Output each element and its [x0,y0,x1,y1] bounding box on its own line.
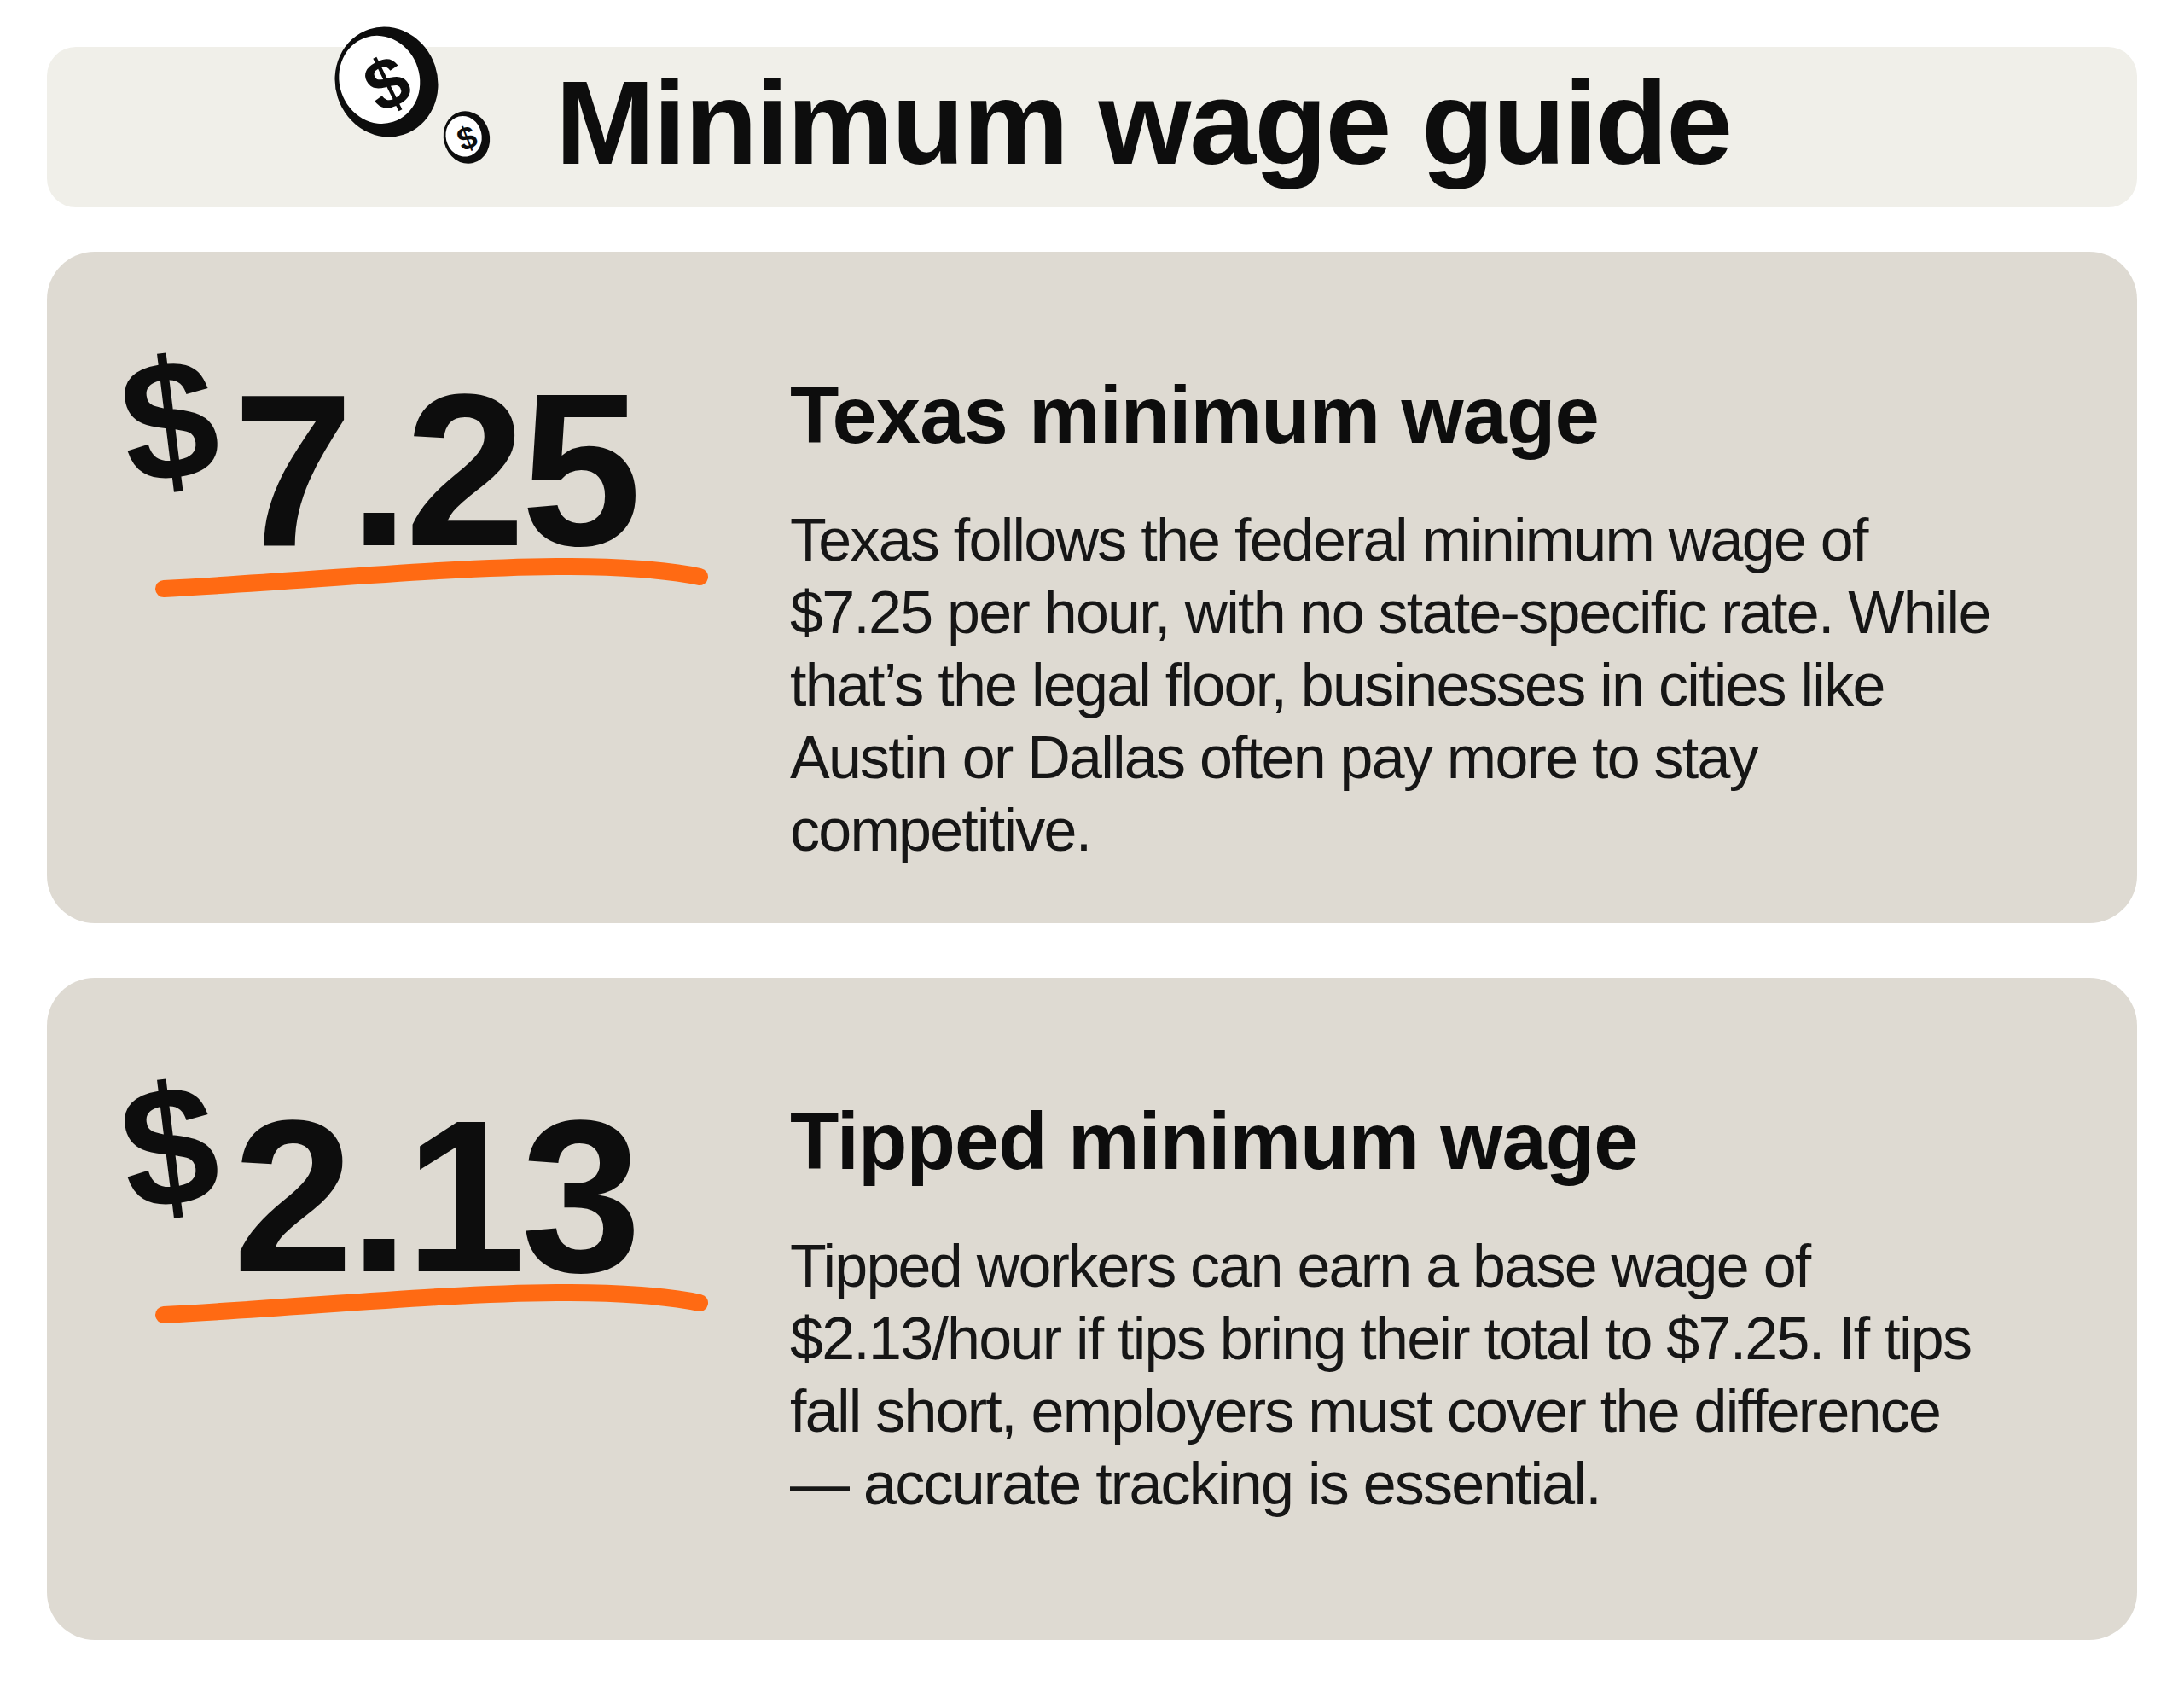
currency-symbol: $ [112,330,227,511]
card-heading: Tipped minimum wage [790,1096,2010,1188]
header-bar: $ $ Minimum wage guide [47,47,2137,207]
tipped-minimum-wage-card: $ 2.13 Tipped minimum wage Tipped worker… [47,978,2137,1640]
card-body: Tipped workers can earn a base wage of $… [790,1230,2010,1520]
amount-value: 7.25 [233,392,637,549]
card-body: Texas follows the federal minimum wage o… [790,504,2010,867]
coin-large-icon: $ [325,15,452,150]
coin-small-icon: $ [438,106,495,168]
coins-icon: $ $ [325,15,521,169]
card-heading: Texas minimum wage [790,369,2010,462]
header-content: $ $ Minimum wage guide [325,50,1731,204]
orange-underline-icon [154,1283,710,1324]
card-text-column: Texas minimum wage Texas follows the fed… [790,369,2010,867]
currency-symbol: $ [112,1056,227,1237]
card-text-column: Tipped minimum wage Tipped workers can e… [790,1096,2010,1520]
orange-underline-icon [154,557,710,598]
page-title: Minimum wage guide [555,63,1731,191]
texas-minimum-wage-card: $ 7.25 Texas minimum wage Texas follows … [47,252,2137,923]
amount-value: 2.13 [233,1119,637,1275]
page-background: { "header": { "title": "Minimum wage gui… [0,0,2184,1686]
